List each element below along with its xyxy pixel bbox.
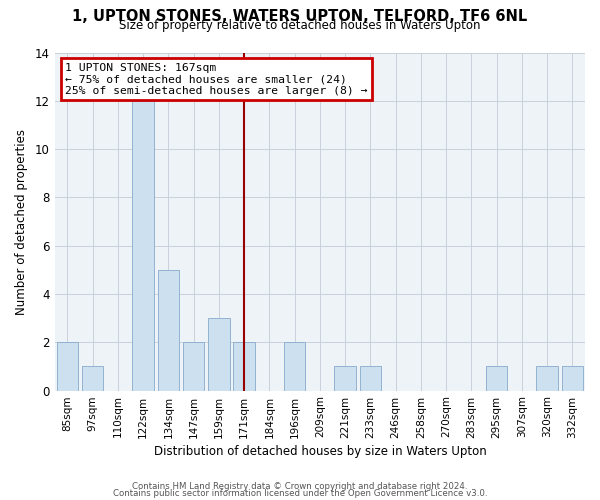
Bar bbox=[208, 318, 230, 390]
Text: 1, UPTON STONES, WATERS UPTON, TELFORD, TF6 6NL: 1, UPTON STONES, WATERS UPTON, TELFORD, … bbox=[73, 9, 527, 24]
Bar bbox=[334, 366, 356, 390]
X-axis label: Distribution of detached houses by size in Waters Upton: Distribution of detached houses by size … bbox=[154, 444, 486, 458]
Bar bbox=[562, 366, 583, 390]
Bar bbox=[183, 342, 205, 390]
Text: Contains public sector information licensed under the Open Government Licence v3: Contains public sector information licen… bbox=[113, 489, 487, 498]
Text: Size of property relative to detached houses in Waters Upton: Size of property relative to detached ho… bbox=[119, 19, 481, 32]
Bar bbox=[233, 342, 255, 390]
Bar bbox=[56, 342, 78, 390]
Bar bbox=[486, 366, 508, 390]
Bar bbox=[82, 366, 103, 390]
Bar bbox=[536, 366, 558, 390]
Text: 1 UPTON STONES: 167sqm
← 75% of detached houses are smaller (24)
25% of semi-det: 1 UPTON STONES: 167sqm ← 75% of detached… bbox=[65, 62, 368, 96]
Text: Contains HM Land Registry data © Crown copyright and database right 2024.: Contains HM Land Registry data © Crown c… bbox=[132, 482, 468, 491]
Bar bbox=[158, 270, 179, 390]
Bar bbox=[359, 366, 381, 390]
Y-axis label: Number of detached properties: Number of detached properties bbox=[15, 128, 28, 314]
Bar bbox=[284, 342, 305, 390]
Bar bbox=[133, 101, 154, 390]
